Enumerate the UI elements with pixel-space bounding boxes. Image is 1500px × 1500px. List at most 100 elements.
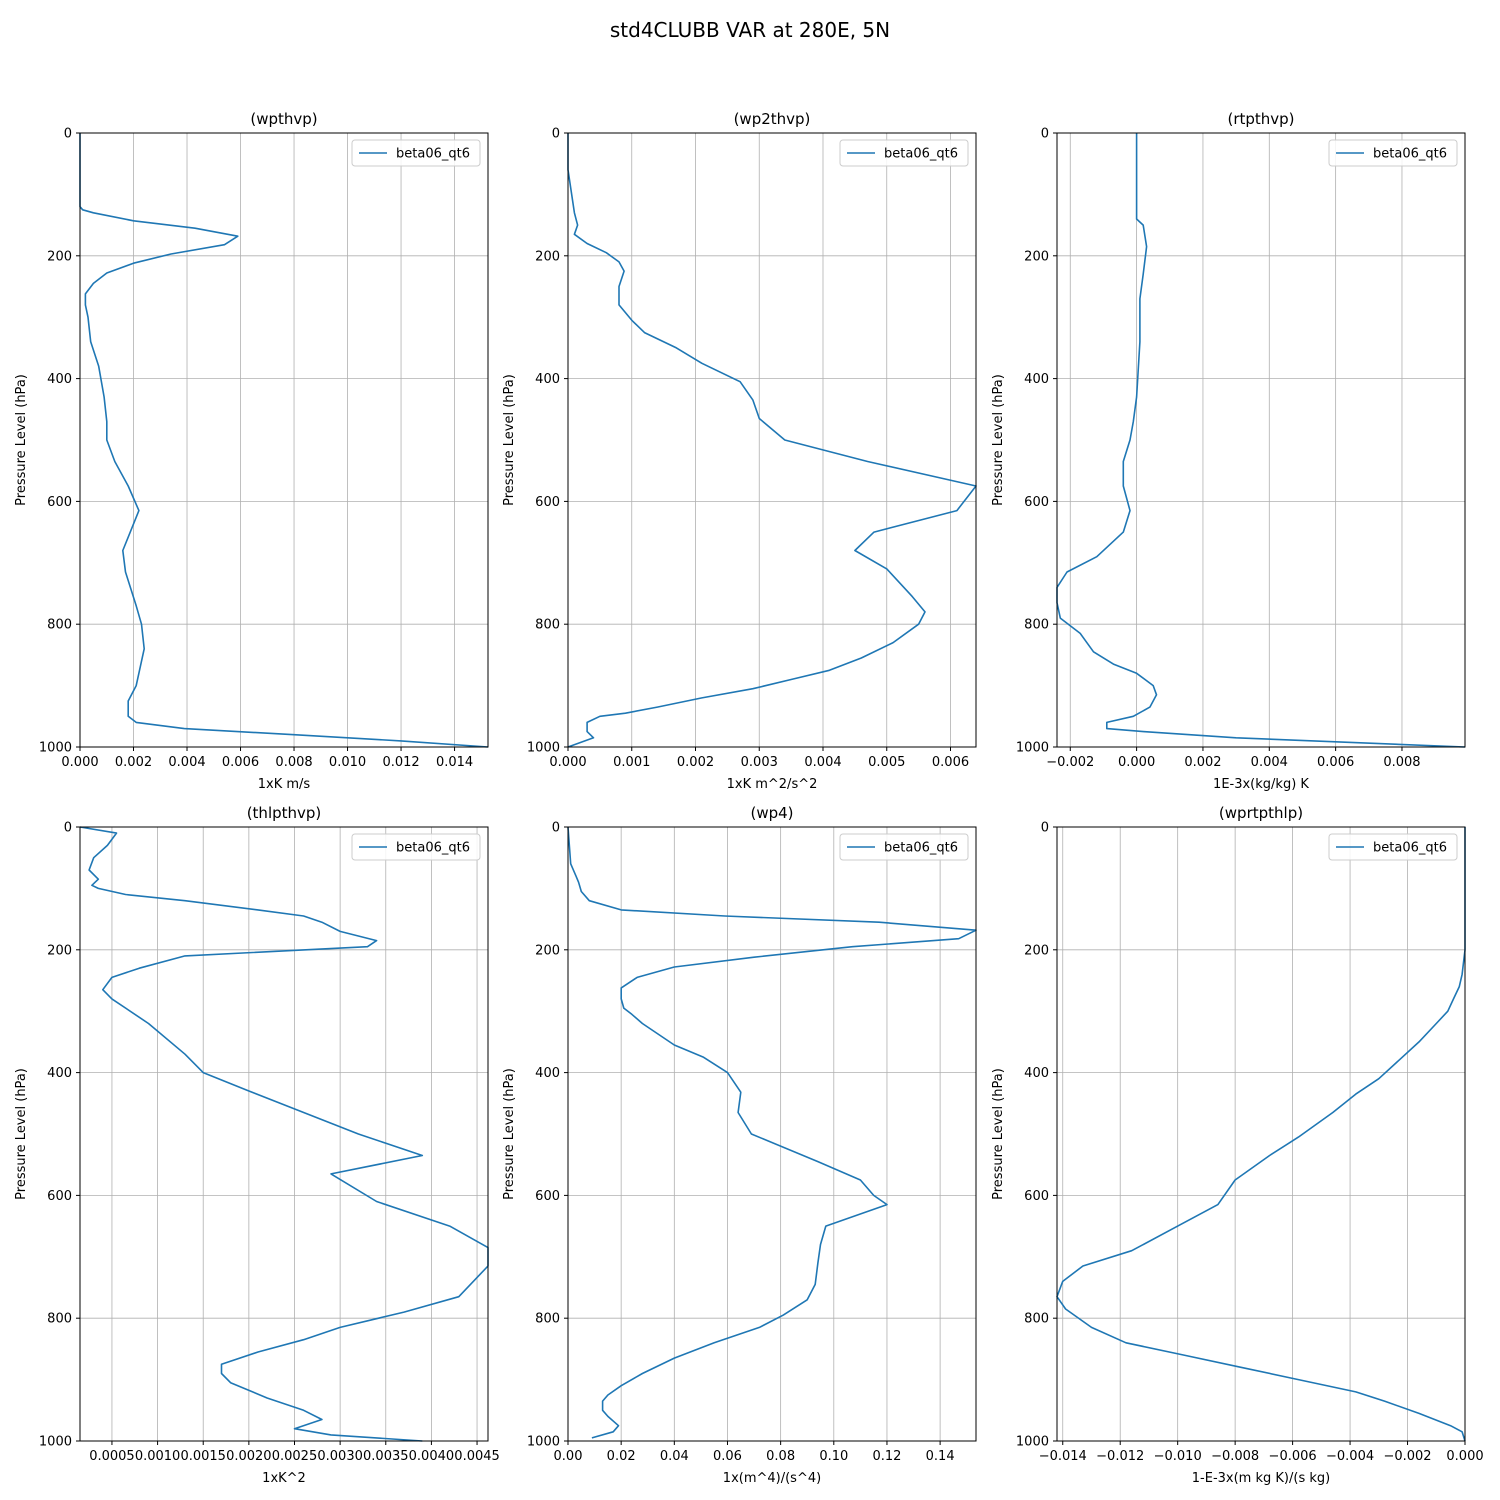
axes-frame bbox=[567, 132, 977, 748]
legend: beta06_qt6 bbox=[1328, 833, 1458, 861]
y-tick-label: 200 bbox=[1024, 249, 1049, 264]
y-axis-label: Pressure Level (hPa) bbox=[991, 374, 1006, 506]
x-tick-label: 0.006 bbox=[932, 755, 969, 770]
x-tick-label: 0.00 bbox=[554, 1449, 583, 1464]
panel-title: (wp4) bbox=[750, 804, 793, 822]
x-tick-label: 0.04 bbox=[660, 1449, 689, 1464]
x-tick-label: 0.002 bbox=[677, 755, 714, 770]
y-tick-label: 0 bbox=[552, 127, 560, 142]
x-tick-label: 0.0030 bbox=[317, 1449, 363, 1464]
legend-box bbox=[1328, 833, 1458, 861]
y-axis-label: Pressure Level (hPa) bbox=[502, 374, 517, 506]
x-axis-label: 1xK^2 bbox=[262, 1471, 306, 1486]
y-tick-label: 600 bbox=[47, 1189, 72, 1204]
x-tick-label: −0.010 bbox=[1154, 1449, 1202, 1464]
y-tick-label: 0 bbox=[64, 821, 72, 836]
y-tick-label: 600 bbox=[535, 495, 560, 510]
x-tick-label: −0.012 bbox=[1096, 1449, 1144, 1464]
legend-box bbox=[839, 833, 969, 861]
y-tick-label: 200 bbox=[535, 249, 560, 264]
x-tick-label: 0.10 bbox=[819, 1449, 848, 1464]
panel-title: (wpthvp) bbox=[250, 110, 317, 128]
y-tick-label: 1000 bbox=[1016, 1435, 1049, 1450]
y-tick-label: 1000 bbox=[1016, 741, 1049, 756]
x-tick-label: 0.0005 bbox=[89, 1449, 135, 1464]
series-line-1 bbox=[79, 826, 489, 1442]
y-axis-label: Pressure Level (hPa) bbox=[14, 374, 29, 506]
panel-4: 0.0005 0.0010 0.0015 0.0020 0.0025 0.0030 0.00… bbox=[14, 804, 500, 1486]
y-axis-label: Pressure Level (hPa) bbox=[502, 1068, 517, 1200]
panel-6: −0.014 −0.012 −0.010 −0.008 −0.006 −0.004 −0.0… bbox=[991, 804, 1484, 1486]
series-line-1 bbox=[79, 133, 489, 748]
legend: beta06_qt6 bbox=[839, 833, 969, 861]
legend: beta06_qt6 bbox=[351, 833, 481, 861]
series-line-1 bbox=[1056, 827, 1466, 1442]
x-tick-label: 0.000 bbox=[549, 755, 586, 770]
y-tick-label: 600 bbox=[47, 495, 72, 510]
y-axis-label: Pressure Level (hPa) bbox=[991, 1068, 1006, 1200]
gridlines bbox=[1057, 826, 1466, 1442]
panel-5: 0.00 0.02 0.04 0.06 0.08 0.10 0.12 0.14 0 200 400 6… bbox=[502, 804, 977, 1486]
x-tick-label: −0.014 bbox=[1039, 1449, 1087, 1464]
x-tick-label: 0.004 bbox=[1251, 755, 1288, 770]
x-axis-label: 1xK m^2/s^2 bbox=[727, 777, 818, 792]
x-tick-label: 0.000 bbox=[61, 755, 98, 770]
legend-box bbox=[351, 139, 481, 167]
series-line-1 bbox=[567, 826, 977, 1439]
y-tick-label: 400 bbox=[47, 1066, 72, 1081]
axes-frame bbox=[79, 826, 489, 1442]
legend: beta06_qt6 bbox=[351, 139, 481, 167]
panel-title: (wprtpthlp) bbox=[1219, 804, 1303, 822]
axes-frame bbox=[1056, 826, 1466, 1442]
y-tick-label: 600 bbox=[1024, 495, 1049, 510]
y-tick-label: 800 bbox=[47, 618, 72, 633]
panel-title: (wp2thvp) bbox=[734, 110, 811, 128]
y-tick-label: 1000 bbox=[39, 741, 72, 756]
x-tick-label: 0.0020 bbox=[226, 1449, 272, 1464]
y-tick-label: 800 bbox=[1024, 618, 1049, 633]
x-tick-label: −0.008 bbox=[1211, 1449, 1259, 1464]
y-tick-label: 1000 bbox=[39, 1435, 72, 1450]
axes-frame bbox=[567, 826, 977, 1442]
legend-box bbox=[839, 139, 969, 167]
y-tick-label: 1000 bbox=[527, 741, 560, 756]
y-tick-label: 400 bbox=[47, 372, 72, 387]
y-tick-label: 200 bbox=[47, 249, 72, 264]
x-tick-label: 0.010 bbox=[329, 755, 366, 770]
x-tick-label: 0.12 bbox=[872, 1449, 901, 1464]
x-tick-label: 0.02 bbox=[607, 1449, 636, 1464]
x-tick-label: 0.006 bbox=[222, 755, 259, 770]
axes-frame bbox=[1056, 132, 1466, 748]
x-tick-label: −0.002 bbox=[1046, 755, 1094, 770]
y-tick-label: 400 bbox=[1024, 1066, 1049, 1081]
figure-title: std4CLUBB VAR at 280E, 5N bbox=[610, 18, 890, 42]
x-tick-label: 0.004 bbox=[804, 755, 841, 770]
x-tick-label: 0.002 bbox=[1184, 755, 1221, 770]
x-tick-label: 0.06 bbox=[713, 1449, 742, 1464]
legend-label: beta06_qt6 bbox=[1373, 147, 1447, 162]
x-tick-label: 0.003 bbox=[741, 755, 778, 770]
x-tick-label: 0.14 bbox=[926, 1449, 955, 1464]
y-axis-label: Pressure Level (hPa) bbox=[14, 1068, 29, 1200]
panel-2: 0.000 0.001 0.002 0.003 0.004 0.005 0.006 0 200 4… bbox=[502, 110, 977, 792]
y-tick-label: 800 bbox=[1024, 1312, 1049, 1327]
x-tick-label: 0.001 bbox=[613, 755, 650, 770]
x-tick-label: 0.0010 bbox=[135, 1449, 181, 1464]
legend-box bbox=[351, 833, 481, 861]
y-tick-label: 200 bbox=[535, 943, 560, 958]
x-tick-label: 0.0025 bbox=[272, 1449, 318, 1464]
x-tick-label: 0.0045 bbox=[454, 1449, 500, 1464]
x-tick-label: 0.0040 bbox=[409, 1449, 455, 1464]
x-tick-label: 0.005 bbox=[868, 755, 905, 770]
y-tick-label: 800 bbox=[535, 1312, 560, 1327]
x-tick-label: 0.014 bbox=[436, 755, 473, 770]
x-tick-label: 0.000 bbox=[1446, 1449, 1483, 1464]
y-tick-label: 0 bbox=[552, 821, 560, 836]
legend: beta06_qt6 bbox=[839, 139, 969, 167]
series-line-1 bbox=[1056, 133, 1466, 748]
x-tick-label: 0.000 bbox=[1118, 755, 1155, 770]
y-tick-label: 600 bbox=[1024, 1189, 1049, 1204]
x-tick-label: 0.0015 bbox=[180, 1449, 226, 1464]
y-tick-label: 0 bbox=[64, 127, 72, 142]
x-tick-label: 0.002 bbox=[115, 755, 152, 770]
